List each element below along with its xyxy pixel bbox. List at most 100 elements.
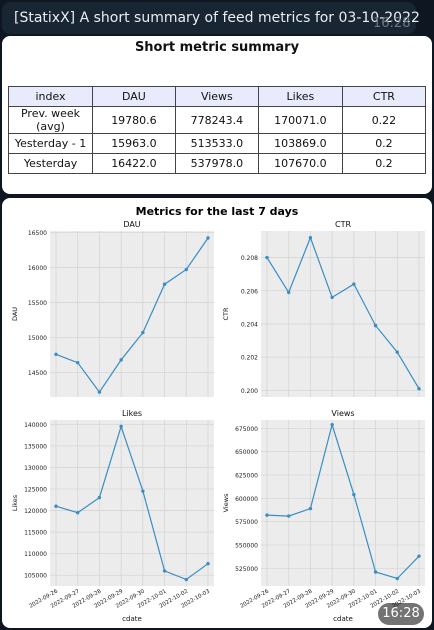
table-header-views: Views bbox=[174, 86, 259, 107]
y-tick-label: 625000 bbox=[235, 473, 258, 480]
data-point bbox=[162, 569, 167, 573]
data-point bbox=[206, 562, 210, 566]
data-point bbox=[141, 330, 145, 335]
table-cell: 778243.4 bbox=[174, 106, 259, 134]
y-axis-label: CTR bbox=[222, 307, 230, 321]
y-tick-label: 550000 bbox=[235, 542, 258, 549]
chart-title: Likes bbox=[122, 409, 142, 418]
table-row: Yesterday - 1 15963.0 513533.0 103869.0 … bbox=[7, 133, 427, 154]
data-point bbox=[417, 554, 421, 558]
series-line bbox=[266, 422, 420, 580]
table-row: Yesterday 16422.0 537978.0 107670.0 0.2 bbox=[7, 153, 427, 174]
y-tick-label: 135000 bbox=[24, 443, 47, 450]
data-point bbox=[308, 506, 313, 511]
y-tick-label: 16500 bbox=[28, 230, 47, 237]
plot-area bbox=[50, 420, 214, 586]
y-tick-label: 110000 bbox=[24, 551, 47, 558]
x-axis-label: cdate bbox=[333, 615, 353, 623]
y-tick-label: 15500 bbox=[28, 300, 47, 307]
table-cell: 15963.0 bbox=[92, 133, 176, 154]
data-point bbox=[206, 236, 210, 240]
data-point bbox=[97, 390, 102, 394]
series-line bbox=[55, 424, 209, 581]
message-time: 16:28 bbox=[373, 16, 411, 31]
data-point bbox=[330, 295, 334, 300]
table-cell: Yesterday bbox=[7, 153, 94, 174]
data-point bbox=[119, 358, 123, 362]
table-cell: Prev. week (avg) bbox=[7, 106, 94, 134]
y-tick-label: 575000 bbox=[235, 519, 258, 526]
dau-chart: 14500 15000 15500 16000 16500 DAU DAU bbox=[11, 220, 214, 397]
summary-table: index DAU Views Likes CTR Prev. week (av… bbox=[7, 86, 427, 174]
y-tick-label: 525000 bbox=[235, 566, 258, 573]
summary-table-image[interactable]: Short metric summary index DAU Views Lik… bbox=[2, 36, 432, 194]
y-tick-label: 105000 bbox=[24, 573, 47, 580]
data-point bbox=[417, 387, 421, 391]
series-line bbox=[55, 237, 209, 394]
table-cell: 103869.0 bbox=[257, 133, 343, 154]
chart-title: Views bbox=[331, 409, 354, 418]
series-line bbox=[266, 235, 420, 390]
message-text: [StatixX] A short summary of feed metric… bbox=[14, 10, 420, 26]
y-tick-label: 15000 bbox=[28, 335, 47, 342]
data-point bbox=[265, 255, 269, 260]
data-point bbox=[395, 350, 399, 354]
data-point bbox=[54, 352, 58, 356]
table-cell: 513533.0 bbox=[174, 133, 259, 154]
message-bubble: [StatixX] A short summary of feed metric… bbox=[2, 2, 420, 34]
data-point bbox=[265, 513, 269, 517]
summary-table-title: Short metric summary bbox=[134, 40, 300, 55]
data-point bbox=[119, 424, 123, 429]
table-cell: 0.2 bbox=[341, 133, 427, 154]
table-header-ctr: CTR bbox=[341, 86, 427, 107]
metrics-charts-figure: Metrics for the last 7 days 14500 15000 15… bbox=[11, 205, 425, 623]
table-cell: Yesterday - 1 bbox=[7, 133, 94, 154]
data-point bbox=[395, 576, 399, 581]
chart-title: CTR bbox=[335, 220, 351, 229]
table-cell: 0.22 bbox=[341, 106, 427, 134]
data-point bbox=[184, 577, 188, 582]
data-point bbox=[54, 504, 58, 508]
table-cell: 16422.0 bbox=[92, 153, 176, 174]
y-tick-label: 120000 bbox=[24, 508, 47, 515]
y-tick-label: 115000 bbox=[24, 530, 47, 537]
y-tick-label: 0.208 bbox=[241, 255, 258, 262]
metrics-charts-image[interactable]: Metrics for the last 7 days 14500 15000 15… bbox=[2, 198, 432, 628]
table-row: Prev. week (avg) 19780.6 778243.4 170071… bbox=[7, 106, 427, 134]
y-tick-label: 140000 bbox=[24, 422, 47, 429]
y-tick-label: 650000 bbox=[235, 449, 258, 456]
y-tick-label: 16000 bbox=[28, 265, 47, 272]
y-tick-label: 600000 bbox=[235, 496, 258, 503]
table-cell: 170071.0 bbox=[257, 106, 343, 134]
ctr-chart: 0.200 0.202 0.204 0.206 0.208 CTR CTR bbox=[222, 220, 425, 397]
data-point bbox=[141, 489, 145, 493]
y-axis-label: Views bbox=[222, 493, 230, 512]
views-chart: 525000 550000 575000 600000 625000 650000 6750… bbox=[222, 409, 425, 623]
data-point bbox=[287, 290, 291, 295]
data-point bbox=[76, 360, 80, 365]
data-point bbox=[308, 235, 313, 240]
data-point bbox=[76, 511, 80, 515]
data-point bbox=[287, 514, 291, 518]
data-point bbox=[352, 282, 356, 286]
data-point bbox=[330, 422, 334, 427]
table-cell: 107670.0 bbox=[257, 153, 343, 174]
data-point bbox=[352, 492, 356, 497]
data-point bbox=[373, 323, 378, 328]
image-timestamp: 16:28 bbox=[378, 603, 424, 625]
data-point bbox=[97, 495, 102, 500]
data-point bbox=[373, 570, 378, 574]
y-tick-label: 14500 bbox=[28, 370, 47, 377]
y-tick-label: 0.200 bbox=[241, 388, 258, 395]
table-header-index: index bbox=[7, 86, 94, 107]
table-cell: 0.2 bbox=[341, 153, 427, 174]
table-header-row: index DAU Views Likes CTR bbox=[7, 86, 427, 107]
y-tick-label: 130000 bbox=[24, 465, 47, 472]
y-tick-label: 125000 bbox=[24, 486, 47, 493]
likes-chart: 105000 110000 115000 120000 125000 130000 1350… bbox=[11, 409, 214, 623]
y-axis-label: Likes bbox=[11, 494, 19, 511]
table-header-dau: DAU bbox=[92, 86, 176, 107]
plot-area bbox=[261, 420, 425, 586]
table-header-likes: Likes bbox=[257, 86, 343, 107]
data-point bbox=[184, 267, 188, 272]
